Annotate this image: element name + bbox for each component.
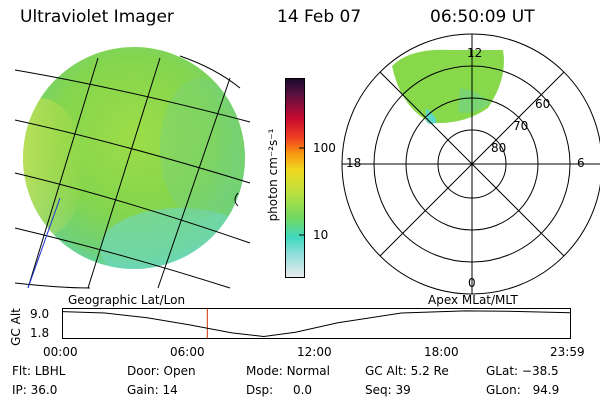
ip-label: IP: bbox=[12, 383, 27, 397]
mlt-label-0: 0 bbox=[468, 276, 476, 290]
seq-value: 39 bbox=[395, 383, 411, 397]
altitude-series-line bbox=[62, 310, 571, 338]
status-flt: Flt: LBHL bbox=[12, 364, 65, 378]
mode-label: Mode: bbox=[246, 364, 283, 378]
mlat-label-60: 60 bbox=[535, 97, 551, 111]
seq-label: Seq: bbox=[365, 383, 392, 397]
timeline-y-axis-label: GC Alt bbox=[9, 308, 23, 346]
flt-value: LBHL bbox=[34, 364, 66, 378]
door-value: Open bbox=[163, 364, 196, 378]
mlat-label-80: 80 bbox=[491, 141, 507, 155]
altitude-timeline-chart bbox=[62, 308, 571, 339]
glat-value: −38.5 bbox=[521, 364, 559, 378]
colorbar bbox=[285, 78, 305, 278]
status-dsp: Dsp: 0.0 bbox=[246, 383, 312, 397]
status-door: Door: Open bbox=[127, 364, 196, 378]
glon-value: 94.9 bbox=[532, 383, 560, 397]
glon-label: GLon: bbox=[486, 383, 521, 397]
geographic-coords-title: Geographic Lat/Lon bbox=[68, 293, 186, 307]
timeline-y-tick-max: 9.0 bbox=[30, 307, 50, 321]
status-glat: GLat: −38.5 bbox=[486, 364, 559, 378]
gain-value: 14 bbox=[162, 383, 178, 397]
mlat-label-70: 70 bbox=[513, 119, 529, 133]
mlt-label-6: 6 bbox=[577, 156, 585, 170]
ip-value: 36.0 bbox=[30, 383, 58, 397]
status-mode: Mode: Normal bbox=[246, 364, 330, 378]
gcalt-label: GC Alt: bbox=[365, 364, 407, 378]
x-tick-1200: 12:00 bbox=[297, 345, 332, 359]
uv-image-panel bbox=[14, 47, 251, 289]
colorbar-unit-label: photon cm⁻²s⁻¹ bbox=[266, 128, 280, 222]
mlt-label-12: 12 bbox=[467, 46, 483, 60]
door-label: Door: bbox=[127, 364, 160, 378]
glat-label: GLat: bbox=[486, 364, 519, 378]
gain-label: Gain: bbox=[127, 383, 159, 397]
dsp-value: 0.0 bbox=[292, 383, 313, 397]
mode-value: Normal bbox=[286, 364, 330, 378]
app-title: Ultraviolet Imager bbox=[20, 7, 174, 27]
x-tick-0600: 06:00 bbox=[170, 345, 205, 359]
apex-coords-title: Apex MLat/MLT bbox=[428, 293, 518, 307]
status-gain: Gain: 14 bbox=[127, 383, 178, 397]
colorbar-tick-100: 100 bbox=[313, 141, 336, 155]
x-tick-2359: 23:59 bbox=[550, 345, 585, 359]
status-glon: GLon: 94.9 bbox=[486, 383, 559, 397]
x-tick-0000: 00:00 bbox=[43, 345, 78, 359]
colorbar-tick-10: 10 bbox=[313, 228, 329, 242]
mlt-label-18: 18 bbox=[346, 156, 362, 170]
image-time: 06:50:09 UT bbox=[430, 7, 535, 27]
dsp-label: Dsp: bbox=[246, 383, 274, 397]
status-gc-alt: GC Alt: 5.2 Re bbox=[365, 364, 449, 378]
x-tick-1800: 18:00 bbox=[424, 345, 459, 359]
status-seq: Seq: 39 bbox=[365, 383, 411, 397]
gcalt-value: 5.2 Re bbox=[410, 364, 449, 378]
image-date: 14 Feb 07 bbox=[277, 7, 362, 27]
status-ip: IP: 36.0 bbox=[12, 383, 57, 397]
flt-label: Flt: bbox=[12, 364, 31, 378]
timeline-y-tick-min: 1.8 bbox=[30, 326, 50, 340]
timeline-frame bbox=[62, 308, 571, 339]
polar-plot bbox=[341, 33, 600, 295]
